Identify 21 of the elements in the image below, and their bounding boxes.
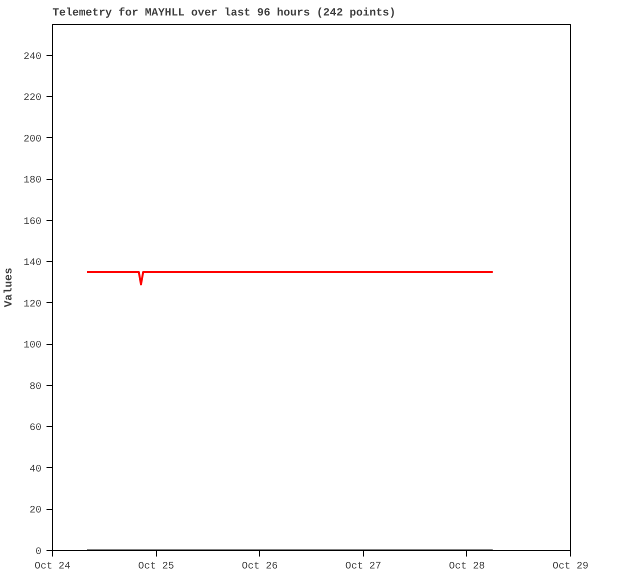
chart-title: Telemetry for MAYHLL over last 96 hours (242 points) [52,6,396,20]
y-tick-label: 140 [23,258,42,270]
x-tick-label: Oct 26 [242,562,278,572]
y-tick-label: 240 [23,52,42,63]
y-tick-label: 160 [23,216,42,228]
x-tick-label: Oct 27 [345,562,382,572]
y-tick-label: 120 [23,299,42,310]
y-tick-label: 180 [23,176,42,187]
y-tick-label: 40 [30,464,42,476]
y-tick-label: 20 [30,506,42,517]
y-tick-label: 60 [30,423,42,434]
y-tick-label: 0 [36,547,42,558]
y-tick-label: 100 [23,340,42,352]
x-tick-label: Oct 29 [552,562,589,572]
x-tick-label: Oct 25 [138,562,174,572]
x-tick-label: Oct 28 [448,562,485,572]
x-tick-label: Oct 24 [34,562,71,572]
y-tick-label: 200 [23,134,42,146]
y-axis-title: Values [3,268,16,308]
y-tick-label: 220 [23,93,42,104]
y-tick-label: 80 [30,382,42,393]
